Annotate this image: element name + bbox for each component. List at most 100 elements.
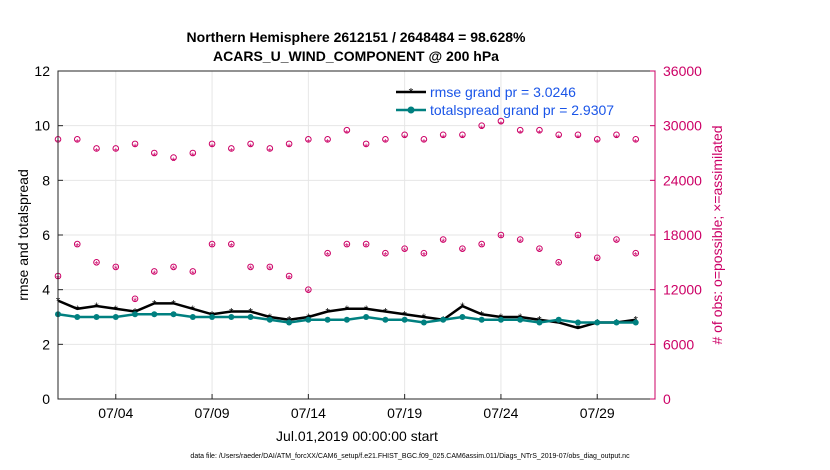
obs-assimilated-marker: * bbox=[537, 129, 541, 140]
y-tick-label: 2 bbox=[42, 336, 50, 352]
obs-assimilated-marker: * bbox=[634, 138, 638, 149]
spread-point bbox=[247, 314, 254, 320]
obs-possible-marker bbox=[73, 240, 81, 248]
obs-possible-marker bbox=[305, 136, 312, 143]
x-tick-label: 07/19 bbox=[387, 405, 422, 421]
rmse-point: * bbox=[171, 298, 176, 310]
obs-possible-marker bbox=[112, 263, 120, 271]
obs-assimilated-marker: * bbox=[114, 265, 118, 276]
obs-assimilated-marker: * bbox=[75, 242, 79, 253]
obs-assimilated-marker: * bbox=[383, 138, 387, 149]
obs-assimilated-marker: * bbox=[75, 138, 79, 149]
rmse-point: * bbox=[75, 304, 80, 316]
obs-possible-marker bbox=[459, 131, 466, 139]
obs-possible-marker bbox=[555, 259, 563, 266]
rmse-point: * bbox=[114, 304, 119, 316]
rmse-point: * bbox=[345, 304, 350, 316]
obs-possible-marker bbox=[131, 295, 139, 303]
obs-assimilated-marker: * bbox=[403, 134, 407, 145]
spread-point bbox=[363, 314, 370, 320]
rmse-point: * bbox=[191, 304, 196, 316]
obs-assimilated-marker: * bbox=[229, 147, 233, 158]
obs-assimilated-marker: * bbox=[249, 265, 253, 276]
obs-assimilated-marker: * bbox=[191, 269, 195, 280]
obs-assimilated-marker: * bbox=[95, 260, 99, 271]
obs-possible-marker bbox=[613, 236, 620, 243]
spread-point bbox=[497, 316, 504, 323]
obs-possible-marker bbox=[536, 245, 543, 252]
rmse-point: * bbox=[248, 307, 253, 319]
obs-assimilated-marker: * bbox=[537, 246, 541, 257]
y-tick-label: 12 bbox=[34, 63, 50, 79]
y2-tick-label: 18000 bbox=[663, 227, 702, 243]
spread-point bbox=[613, 319, 620, 326]
metric-lines: ******************************* bbox=[55, 296, 639, 335]
obs-possible-marker bbox=[93, 145, 100, 152]
obs-possible-marker bbox=[439, 131, 447, 139]
obs-assimilated-marker: * bbox=[518, 129, 522, 140]
spread-point bbox=[170, 311, 177, 318]
obs-possible-marker bbox=[593, 136, 601, 143]
chart-subtitle: ACARS_U_WIND_COMPONENT @ 200 hPa bbox=[213, 48, 499, 64]
legend: * rmse grand pr = 3.0246 totalspread gra… bbox=[396, 84, 614, 118]
y-tick-label: 0 bbox=[42, 391, 50, 407]
rmse-point: * bbox=[422, 312, 427, 324]
y2-tick-label: 12000 bbox=[663, 282, 702, 298]
obs-assimilated-marker: * bbox=[95, 147, 99, 158]
spread-point bbox=[478, 316, 485, 323]
y-axis-label: rmse and totalspread bbox=[15, 169, 31, 301]
spread-point bbox=[112, 314, 119, 320]
y-tick-label: 4 bbox=[42, 282, 50, 298]
obs-assimilated-marker: * bbox=[595, 256, 599, 267]
obs-possible-marker bbox=[266, 263, 274, 271]
obs-possible-marker bbox=[343, 126, 351, 134]
obs-assimilated-marker: * bbox=[152, 152, 156, 163]
spread-point bbox=[93, 314, 100, 320]
obs-assimilated-marker: * bbox=[249, 143, 253, 154]
obs-assimilated-marker: * bbox=[557, 134, 561, 145]
obs-possible-marker bbox=[459, 245, 466, 252]
y2-tick-label: 24000 bbox=[663, 172, 702, 188]
spread-point bbox=[343, 316, 350, 323]
spread-point bbox=[440, 316, 447, 323]
obs-count-markers: * * * * * * * * * * * * * * * * * * * * * * * * * * * * * * * * * * * * * * * *… bbox=[54, 117, 640, 308]
spread-point bbox=[286, 319, 293, 326]
obs-assimilated-marker: * bbox=[576, 134, 580, 145]
obs-assimilated-marker: * bbox=[615, 237, 619, 248]
obs-assimilated-marker: * bbox=[114, 147, 118, 158]
obs-possible-marker bbox=[613, 131, 620, 139]
obs-possible-marker bbox=[574, 131, 582, 139]
obs-assimilated-marker: * bbox=[326, 138, 330, 149]
y2-tick-label: 36000 bbox=[663, 63, 702, 79]
spread-point bbox=[574, 319, 581, 326]
obs-assimilated-marker: * bbox=[306, 287, 310, 298]
spread-point bbox=[420, 319, 427, 326]
obs-possible-marker bbox=[189, 268, 197, 275]
obs-assimilated-marker: * bbox=[460, 134, 464, 145]
obs-assimilated-marker: * bbox=[422, 138, 426, 149]
obs-assimilated-marker: * bbox=[152, 269, 156, 280]
obs-assimilated-marker: * bbox=[615, 134, 619, 145]
obs-assimilated-marker: * bbox=[403, 246, 407, 257]
x-axis-ticks: 07/04 07/09 07/14 07/19 07/24 07/29 bbox=[98, 394, 615, 421]
obs-assimilated-marker: * bbox=[518, 237, 522, 248]
obs-possible-marker bbox=[555, 131, 563, 139]
spread-point bbox=[401, 316, 408, 323]
spread-point bbox=[189, 314, 196, 320]
rmse-point: * bbox=[557, 317, 562, 329]
obs-assimilated-marker: * bbox=[268, 265, 272, 276]
spread-point bbox=[74, 314, 81, 320]
obs-assimilated-marker: * bbox=[634, 251, 638, 262]
spread-point bbox=[382, 316, 389, 323]
obs-assimilated-marker: * bbox=[480, 124, 484, 135]
obs-possible-marker bbox=[73, 136, 81, 143]
obs-possible-marker bbox=[632, 136, 640, 143]
chart-title: Northern Hemisphere 2612151 / 2648484 = … bbox=[187, 29, 526, 45]
rmse-point: * bbox=[460, 301, 465, 313]
obs-possible-marker bbox=[112, 145, 120, 152]
obs-possible-marker bbox=[593, 254, 601, 262]
obs-possible-marker bbox=[150, 268, 158, 275]
obs-assimilated-marker: * bbox=[133, 143, 137, 154]
legend-spread-label: totalspread grand pr = 2.9307 bbox=[430, 102, 614, 118]
y2-axis-ticks: 0 6000 12000 18000 24000 30000 36000 bbox=[650, 63, 702, 407]
